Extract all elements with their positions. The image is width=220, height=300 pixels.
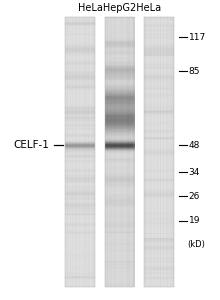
Text: 48: 48 xyxy=(189,141,200,150)
Text: HeLaHepG2HeLa: HeLaHepG2HeLa xyxy=(78,3,161,13)
Bar xyxy=(65,17,95,286)
Bar xyxy=(144,17,174,286)
Text: CELF-1: CELF-1 xyxy=(14,140,50,150)
Text: 26: 26 xyxy=(189,192,200,201)
Text: 117: 117 xyxy=(189,33,206,42)
Text: 34: 34 xyxy=(189,168,200,177)
Text: 85: 85 xyxy=(189,67,200,76)
Bar xyxy=(104,17,134,286)
Text: (kD): (kD) xyxy=(188,240,205,249)
Text: 19: 19 xyxy=(189,216,200,225)
